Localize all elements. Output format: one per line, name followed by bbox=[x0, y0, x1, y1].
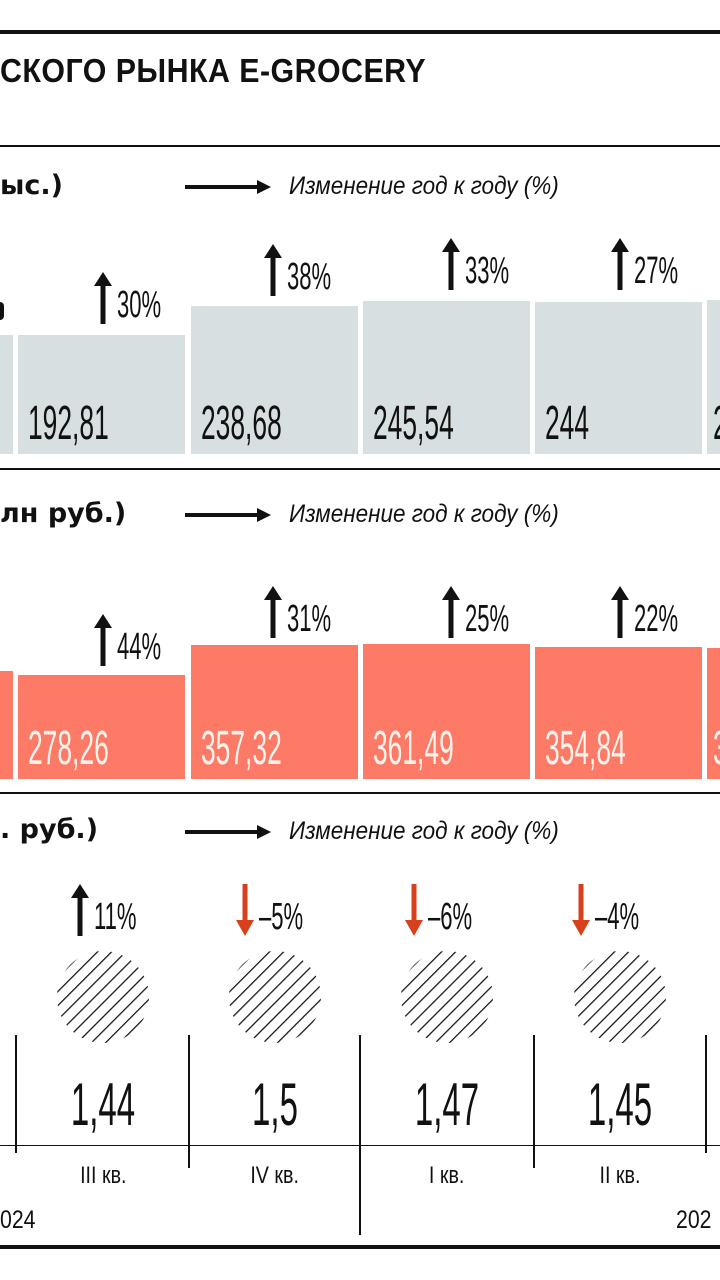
revenue-bar-2: 357,32 bbox=[191, 645, 358, 779]
revenue-bar-0 bbox=[0, 671, 13, 779]
arrow-up-icon bbox=[264, 586, 282, 638]
orders-bar-3: 245,54 bbox=[363, 301, 530, 454]
year-label-2024: 024 bbox=[0, 1206, 36, 1234]
revenue-bar-3: 361,49 bbox=[363, 644, 530, 779]
arrow-up-icon bbox=[442, 586, 460, 638]
legend-arrow-icon bbox=[185, 179, 271, 194]
revenue-change-2: 31% bbox=[263, 586, 363, 638]
avg-check-value-0: 1,44 bbox=[70, 1071, 136, 1138]
avg-check-value-1: 1,5 bbox=[252, 1071, 298, 1138]
section-3-label: . руб.) bbox=[0, 814, 99, 845]
orders-change-2: 38% bbox=[263, 244, 363, 296]
section-3-legend: Изменение год к году (%) bbox=[185, 817, 589, 846]
quarter-label-0: III кв. bbox=[79, 1162, 127, 1189]
orders-bar-0-change-partial bbox=[0, 302, 4, 320]
orders-change-1: 30% bbox=[93, 272, 193, 324]
avg-check-change-0: 11% bbox=[70, 884, 167, 936]
column-separator bbox=[533, 1035, 535, 1168]
hatched-circle-icon bbox=[574, 951, 666, 1043]
legend-arrow-icon bbox=[185, 824, 271, 839]
revenue-bar-1: 278,26 bbox=[18, 675, 185, 779]
hatched-circle-icon bbox=[401, 951, 493, 1043]
avg-check-value-2: 1,47 bbox=[414, 1071, 480, 1138]
column-separator bbox=[705, 1035, 707, 1153]
section-2-legend: Изменение год к году (%) bbox=[185, 500, 589, 529]
orders-change-3: 33% bbox=[441, 238, 541, 290]
section-2-divider bbox=[0, 792, 720, 794]
arrow-up-icon bbox=[94, 272, 112, 324]
revenue-change-3: 25% bbox=[441, 586, 541, 638]
column-separator bbox=[188, 1035, 190, 1168]
avg-check-change-3: –4% bbox=[571, 884, 671, 936]
arrow-down-icon bbox=[405, 884, 423, 936]
top-rule bbox=[0, 30, 720, 34]
section-2-label: лн руб.) bbox=[0, 498, 127, 529]
avg-check-change-2: –6% bbox=[404, 884, 504, 936]
bottom-rule bbox=[0, 1245, 720, 1249]
orders-bar-4: 244 bbox=[535, 302, 702, 454]
quarter-label-2: I кв. bbox=[429, 1162, 465, 1189]
arrow-up-icon bbox=[442, 238, 460, 290]
quarter-label-1: IV кв. bbox=[250, 1162, 300, 1189]
orders-bar-5: 2 bbox=[707, 300, 720, 454]
legend-text: Изменение год к году (%) bbox=[289, 817, 559, 845]
legend-arrow-icon bbox=[185, 507, 271, 522]
title-divider bbox=[0, 145, 720, 147]
legend-text: Изменение год к году (%) bbox=[289, 172, 559, 200]
revenue-bar-4: 354,84 bbox=[535, 647, 702, 779]
revenue-change-4: 22% bbox=[610, 586, 710, 638]
section-1-divider bbox=[0, 468, 720, 470]
arrow-down-icon bbox=[236, 884, 254, 936]
year-separator bbox=[359, 1035, 361, 1235]
year-label-2025: 202 bbox=[676, 1206, 712, 1234]
avg-check-value-3: 1,45 bbox=[587, 1071, 653, 1138]
hatched-circle-icon bbox=[229, 951, 321, 1043]
hatched-circle-icon bbox=[57, 951, 149, 1043]
quarter-label-3: II кв. bbox=[599, 1162, 641, 1189]
section-1-label: ыс.) bbox=[0, 170, 64, 201]
orders-bar-0 bbox=[0, 335, 13, 454]
legend-text: Изменение год к году (%) bbox=[289, 500, 559, 528]
arrow-down-icon bbox=[572, 884, 590, 936]
section-1-legend: Изменение год к году (%) bbox=[185, 172, 589, 201]
arrow-up-icon bbox=[264, 244, 282, 296]
orders-bar-2: 238,68 bbox=[191, 306, 358, 454]
quarter-axis-line bbox=[0, 1145, 720, 1146]
avg-check-change-1: –5% bbox=[235, 884, 335, 936]
column-separator bbox=[15, 1035, 17, 1153]
arrow-up-icon bbox=[71, 884, 89, 936]
orders-change-4: 27% bbox=[610, 238, 710, 290]
arrow-up-icon bbox=[611, 238, 629, 290]
orders-bar-1: 192,81 bbox=[18, 335, 185, 454]
arrow-up-icon bbox=[611, 586, 629, 638]
revenue-change-1: 44% bbox=[93, 614, 193, 666]
revenue-bar-5: 3 bbox=[707, 648, 720, 779]
chart-title: СКОГО РЫНКА E-GROCERY bbox=[0, 52, 427, 89]
arrow-up-icon bbox=[94, 614, 112, 666]
